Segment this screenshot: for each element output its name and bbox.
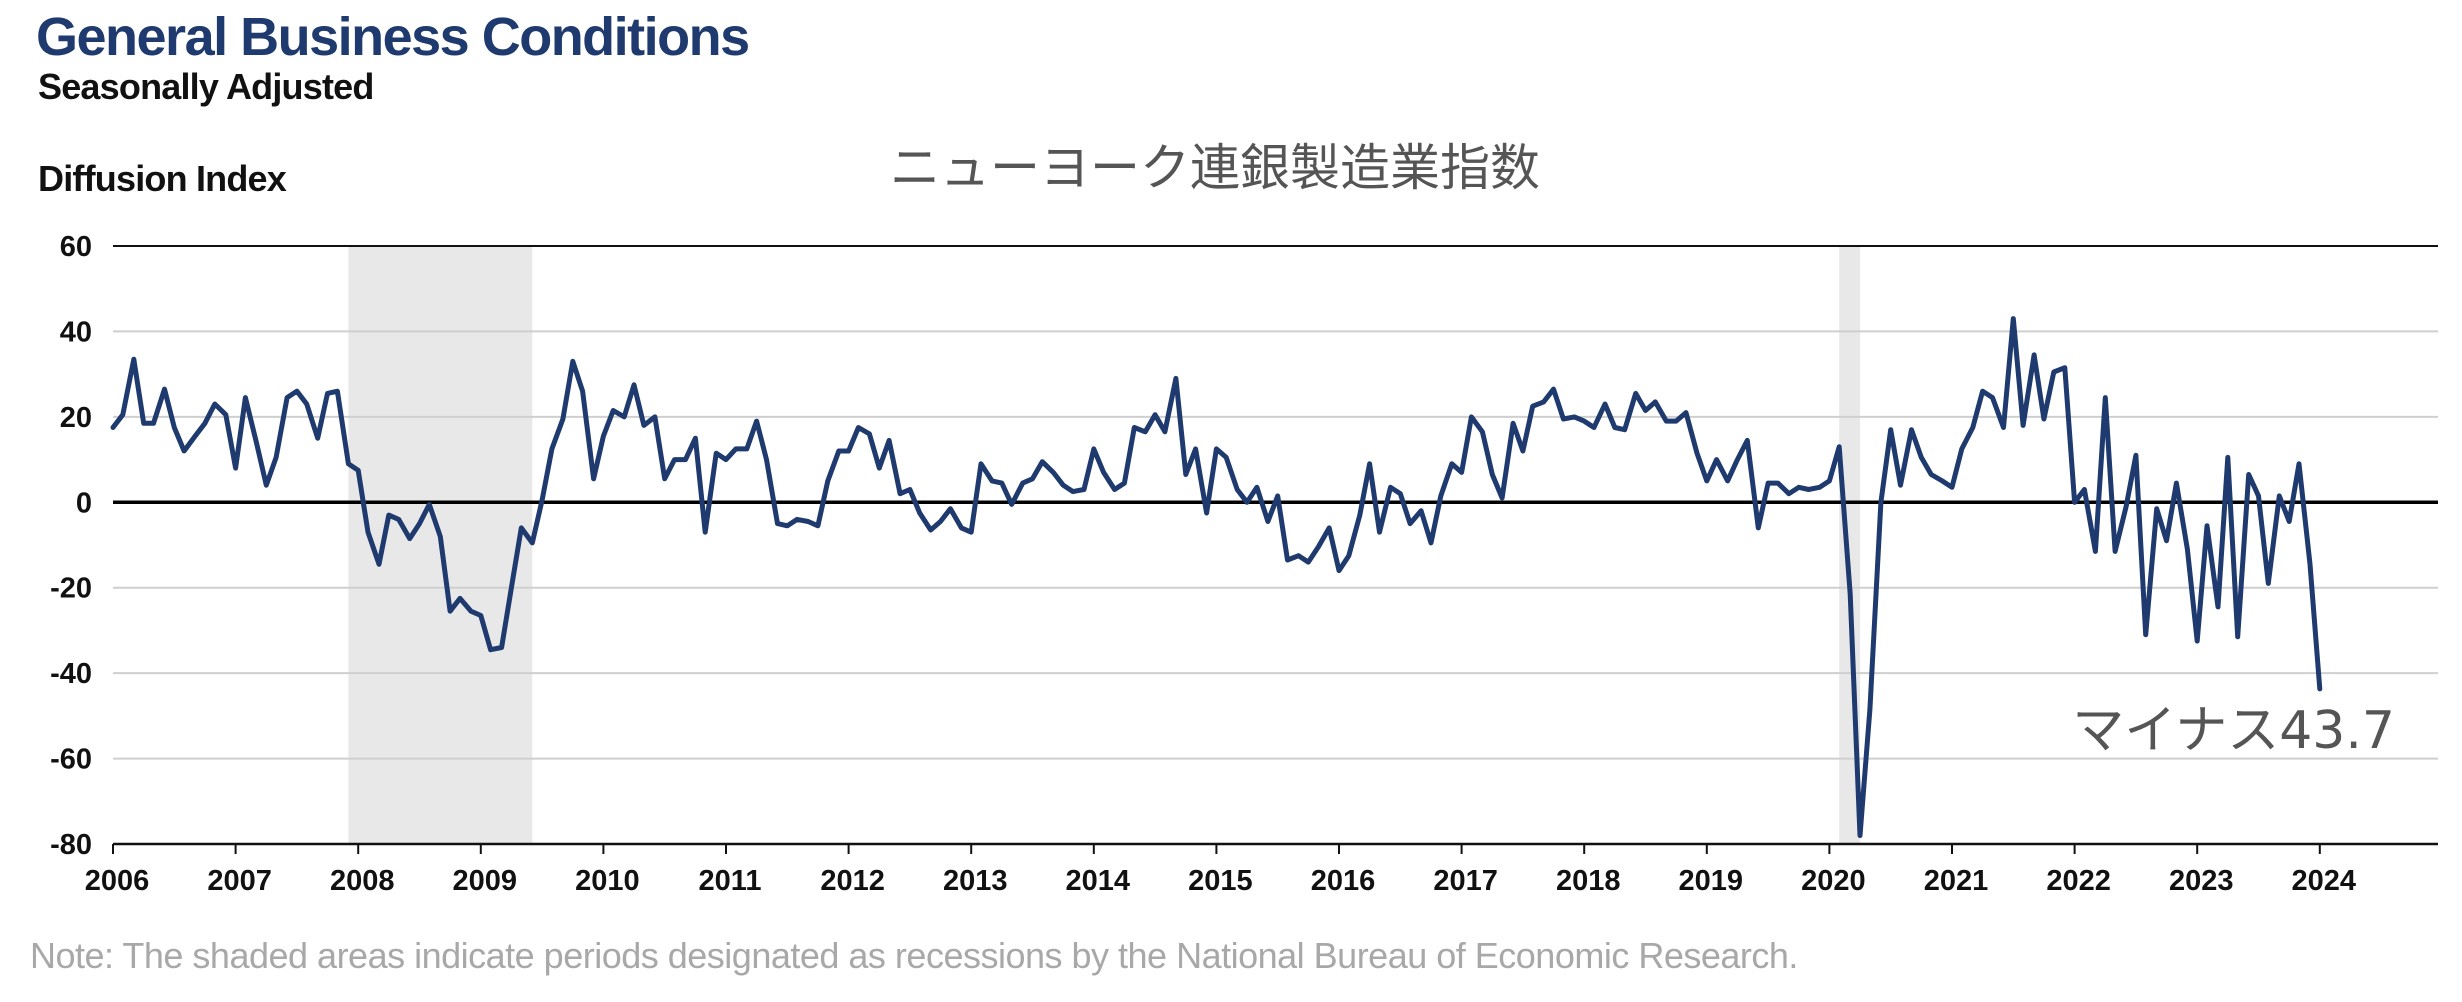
- x-tick-label: 2015: [1188, 865, 1253, 897]
- series-lines: [110, 316, 2323, 838]
- x-tick-label: 2016: [1311, 865, 1376, 897]
- x-tick-label: 2018: [1556, 865, 1621, 897]
- x-tick-label: 2010: [575, 865, 640, 897]
- overlay-title: ニューヨーク連銀製造業指数: [890, 139, 1540, 197]
- chart-subtitle: Seasonally Adjusted: [38, 66, 374, 107]
- x-tick-label: 2007: [207, 865, 272, 897]
- x-tick-label: 2019: [1679, 865, 1744, 897]
- x-tick-label: 2011: [699, 865, 762, 897]
- x-tick-labels: 2006 2007 2008 2009 2010 2011 2012 2013 2014 2015…: [85, 865, 2356, 897]
- y-tick-label: -40: [50, 658, 92, 690]
- y-tick-label: -80: [50, 829, 92, 861]
- footnote: Note: The shaded areas indicate periods …: [30, 935, 1798, 976]
- x-tick-label: 2008: [330, 865, 395, 897]
- x-tick-label: 2021: [1924, 865, 1989, 897]
- x-tick-label: 2013: [943, 865, 1008, 897]
- y-tick-label: 60: [60, 231, 92, 263]
- annotation-label: マイナス43.7: [2072, 701, 2395, 761]
- x-tick-label: 2022: [2046, 865, 2111, 897]
- y-tick-label: 20: [60, 402, 92, 434]
- x-tick-label: 2023: [2169, 865, 2234, 897]
- y-tick-label: -60: [50, 744, 92, 776]
- recession-shading: [348, 246, 1861, 844]
- x-tick-label: 2012: [820, 865, 885, 897]
- chart-title: General Business Conditions: [36, 7, 750, 67]
- x-tick-label: 2017: [1433, 865, 1498, 897]
- y-axis-label: Diffusion Index: [38, 158, 287, 199]
- x-tick-label: 2009: [453, 865, 518, 897]
- x-tick-label: 2020: [1801, 865, 1866, 897]
- x-tick-label: 2024: [2292, 865, 2357, 897]
- x-tick-label: 2014: [1066, 865, 1131, 897]
- y-tick-labels: 60 40 20 0 -20 -40 -60 -80: [50, 231, 92, 861]
- gridlines: [113, 245, 2438, 760]
- x-tick-label: 2006: [85, 865, 150, 897]
- y-tick-label: 40: [60, 316, 92, 348]
- y-tick-label: 0: [76, 487, 92, 519]
- series-line: [110, 316, 2323, 838]
- y-tick-label: -20: [50, 573, 92, 605]
